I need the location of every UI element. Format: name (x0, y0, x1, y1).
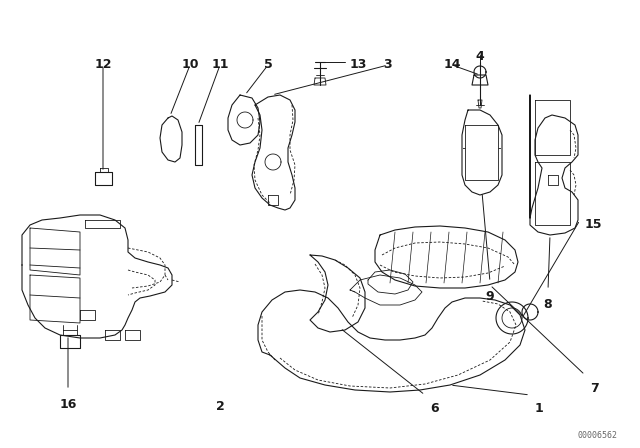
Text: 13: 13 (350, 58, 367, 71)
Text: 5: 5 (264, 58, 273, 71)
Polygon shape (160, 116, 182, 162)
Text: 7: 7 (590, 382, 599, 395)
Polygon shape (375, 226, 518, 288)
Polygon shape (462, 110, 502, 195)
Polygon shape (60, 335, 80, 348)
Polygon shape (252, 95, 295, 210)
Polygon shape (310, 255, 365, 332)
Text: 14: 14 (444, 58, 461, 71)
Text: 8: 8 (544, 298, 552, 311)
Polygon shape (228, 95, 260, 145)
Text: 2: 2 (216, 400, 225, 413)
Text: 12: 12 (94, 58, 112, 71)
Text: 9: 9 (486, 290, 494, 303)
Text: 1: 1 (535, 402, 544, 415)
Text: 4: 4 (476, 50, 484, 63)
Polygon shape (530, 95, 578, 235)
Text: 11: 11 (211, 58, 228, 71)
Text: 00006562: 00006562 (578, 431, 618, 440)
Polygon shape (258, 290, 525, 392)
Text: 10: 10 (181, 58, 199, 71)
Polygon shape (195, 125, 202, 165)
Polygon shape (22, 215, 172, 338)
Polygon shape (95, 172, 112, 185)
Text: 16: 16 (60, 398, 77, 411)
Text: 15: 15 (585, 218, 602, 231)
Text: 6: 6 (430, 402, 438, 415)
Text: 3: 3 (384, 58, 392, 71)
